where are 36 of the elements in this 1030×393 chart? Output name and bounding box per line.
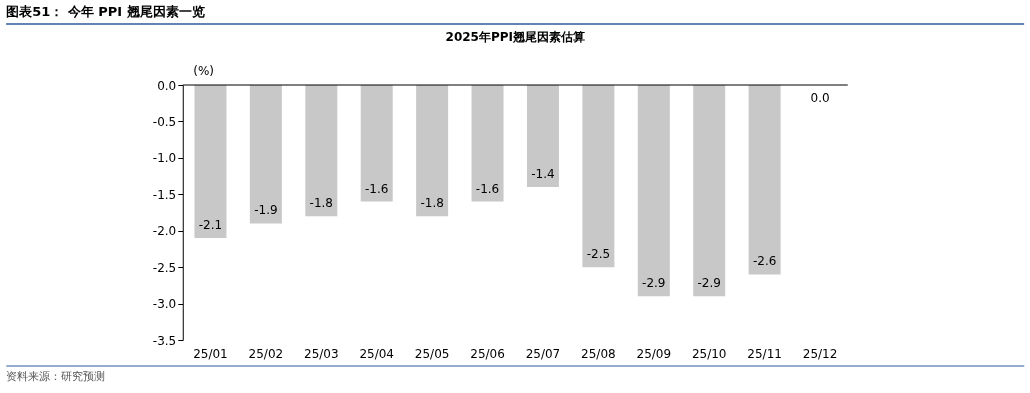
data-label: -1.6: [475, 181, 500, 196]
data-label: -1.6: [365, 181, 389, 196]
x-tick-label: 25/08: [581, 346, 616, 361]
chart-subtitle: 2025年PPI翘尾因素估算: [445, 30, 585, 44]
data-label: -2.9: [697, 276, 721, 291]
data-label: -2.6: [752, 254, 777, 269]
chart-title: 图表51： 今年 PPI 翘尾因素一览: [6, 4, 205, 19]
x-tick-label: 25/01: [193, 346, 228, 361]
x-tick-label: 25/04: [359, 346, 395, 361]
data-label: -2.1: [198, 218, 223, 232]
x-tick-label: 25/10: [691, 346, 727, 361]
y-axis-title: (%): [193, 63, 215, 78]
y-tick-label: -1.5: [152, 187, 177, 202]
data-label: -1.8: [420, 196, 444, 211]
data-label: -2.9: [642, 276, 666, 291]
data-label: -1.9: [254, 203, 278, 218]
text: 资料来源：研究预测: [6, 370, 106, 383]
data-label: -2.5: [586, 247, 611, 262]
y-tick-label: 0.0: [157, 78, 177, 93]
y-tick-label: -3.0: [152, 297, 177, 312]
y-tick-label: -2.5: [152, 260, 177, 275]
y-tick-label: -3.5: [152, 333, 177, 348]
x-tick-label: 25/03: [303, 346, 339, 361]
x-tick-label: 25/06: [470, 346, 505, 361]
y-tick-label: -0.5: [152, 114, 177, 129]
y-tick-label: -2.0: [152, 224, 177, 239]
x-tick-label: 25/05: [414, 346, 450, 361]
x-tick-label: 25/02: [248, 346, 284, 361]
x-tick-label: 25/09: [636, 346, 672, 361]
x-tick-label: 25/12: [802, 346, 838, 361]
x-tick-label: 25/11: [747, 346, 782, 361]
data-label: -1.8: [309, 196, 333, 211]
data-label: 0.0: [810, 91, 830, 105]
y-tick-label: -1.0: [152, 151, 177, 166]
data-label: -1.4: [531, 167, 555, 181]
x-tick-label: 25/07: [525, 346, 561, 361]
